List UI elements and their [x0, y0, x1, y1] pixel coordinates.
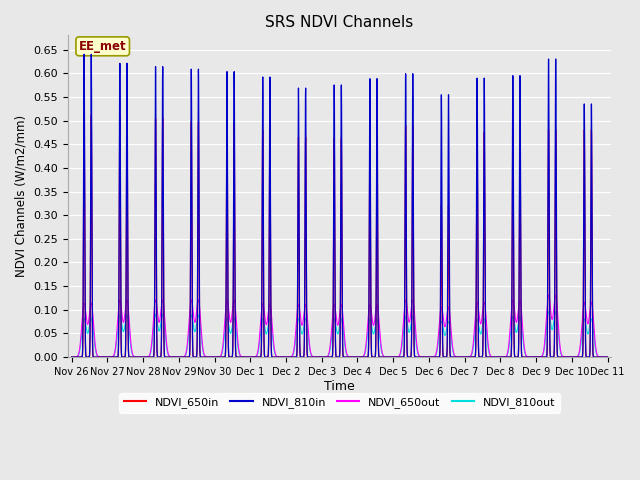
Legend: NDVI_650in, NDVI_810in, NDVI_650out, NDVI_810out: NDVI_650in, NDVI_810in, NDVI_650out, NDV…: [119, 393, 560, 413]
X-axis label: Time: Time: [324, 380, 355, 393]
Y-axis label: NDVI Channels (W/m2/mm): NDVI Channels (W/m2/mm): [15, 115, 28, 277]
Title: SRS NDVI Channels: SRS NDVI Channels: [266, 15, 413, 30]
Text: EE_met: EE_met: [79, 40, 127, 53]
